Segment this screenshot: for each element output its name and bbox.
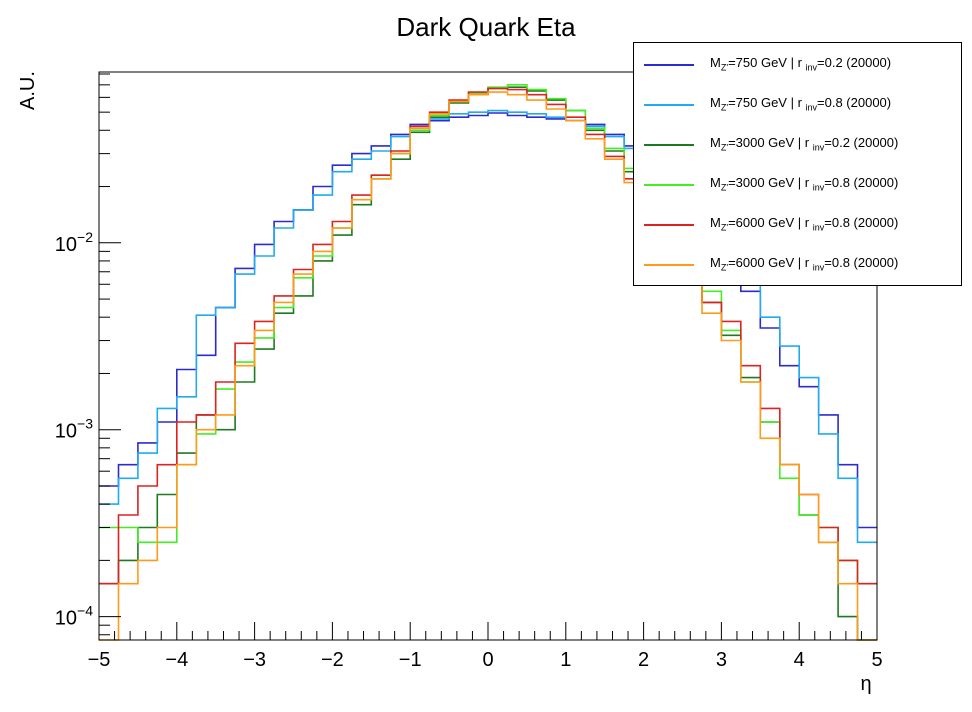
x-tick-label: 2: [638, 649, 649, 671]
legend-swatch: [644, 144, 694, 146]
x-tick-label: −2: [321, 649, 344, 671]
x-tick-label: −3: [243, 649, 266, 671]
legend-entry: MZ'=6000 GeV | r inv=0.8 (20000): [634, 205, 961, 245]
y-tick-label: 10−2: [55, 229, 93, 256]
legend-swatch: [644, 104, 694, 106]
series-layer: [99, 84, 877, 641]
x-tick-label: −5: [88, 649, 111, 671]
legend-entry: MZ'=3000 GeV | r inv=0.8 (20000): [634, 165, 961, 205]
legend-label: MZ'=3000 GeV | r inv=0.2 (20000): [710, 135, 899, 153]
legend-swatch: [644, 264, 694, 266]
histogram-series-6: [99, 91, 877, 641]
legend-entry: MZ'=6000 GeV | r inv=0.8 (20000): [634, 245, 961, 285]
y-tick-label: 10−4: [55, 603, 93, 630]
legend-entry: MZ'=3000 GeV | r inv=0.2 (20000): [634, 125, 961, 165]
legend-swatch: [644, 224, 694, 226]
legend-label: MZ'=750 GeV | r inv=0.2 (20000): [710, 55, 892, 73]
x-tick-label: 4: [794, 649, 805, 671]
x-tick-label: 3: [716, 649, 727, 671]
legend-swatch: [644, 184, 694, 186]
legend-label: MZ'=6000 GeV | r inv=0.8 (20000): [710, 215, 899, 233]
x-tick-label: −4: [165, 649, 188, 671]
legend-swatch: [644, 64, 694, 66]
chart-title: Dark Quark Eta: [396, 12, 576, 42]
axes-layer: −5 −4 −3 −2 −1 0 1 2 3 4 5 10−2 10−3 10−4: [55, 71, 883, 671]
x-axis-label: η: [860, 673, 871, 695]
x-tick-label: 0: [482, 649, 493, 671]
legend-label: MZ'=6000 GeV | r inv=0.8 (20000): [710, 255, 899, 273]
legend-entry: MZ'=750 GeV | r inv=0.8 (20000): [634, 85, 961, 125]
x-tick-label: 5: [871, 649, 882, 671]
x-tick-label: −1: [399, 649, 422, 671]
x-tick-label: 1: [560, 649, 571, 671]
y-tick-label: 10−3: [55, 416, 93, 443]
legend-entry: MZ'=750 GeV | r inv=0.2 (20000): [634, 45, 961, 85]
y-axis-label: A.U.: [17, 71, 39, 110]
legend-label: MZ'=3000 GeV | r inv=0.8 (20000): [710, 175, 899, 193]
legend-label: MZ'=750 GeV | r inv=0.8 (20000): [710, 95, 892, 113]
legend: MZ'=750 GeV | r inv=0.2 (20000) MZ'=750 G…: [633, 42, 962, 286]
